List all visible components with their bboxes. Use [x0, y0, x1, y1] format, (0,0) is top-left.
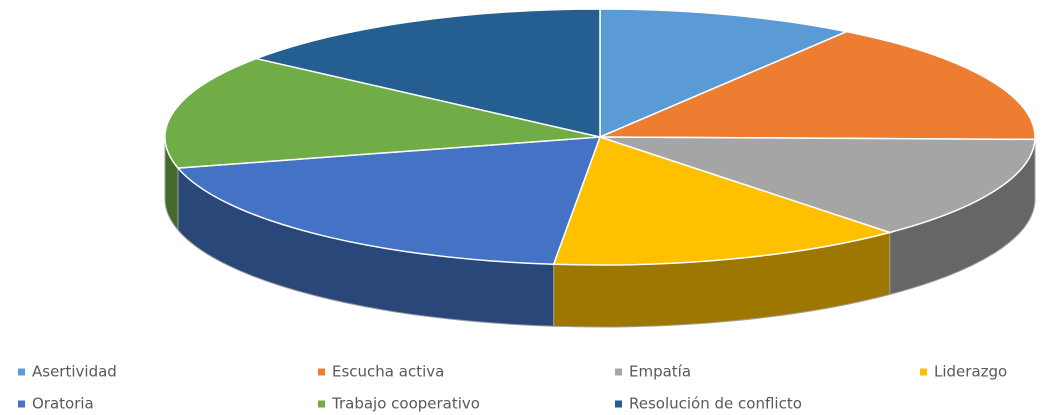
legend-swatch — [18, 400, 25, 408]
legend-swatch — [318, 400, 325, 408]
slice — [552, 136, 893, 266]
legend-swatch — [615, 368, 622, 376]
slice — [599, 8, 850, 139]
legend-swatch — [920, 368, 927, 376]
legend-label: Resolución de conflicto — [629, 395, 802, 413]
legend-swatch — [615, 400, 622, 408]
legend-swatch — [18, 368, 25, 376]
slice — [253, 8, 601, 138]
slice — [164, 57, 601, 169]
legend-label: Trabajo cooperativo — [331, 395, 480, 413]
legend-label: Empatía — [629, 363, 691, 381]
slice — [599, 30, 1036, 141]
slice — [176, 136, 602, 266]
legend-label: Oratoria — [32, 395, 94, 413]
legend-swatch — [318, 368, 325, 376]
slice — [599, 136, 1036, 234]
legend-label: Liderazgo — [934, 363, 1007, 381]
legend-label: Asertividad — [32, 363, 117, 381]
legend-label: Escucha activa — [332, 363, 444, 381]
